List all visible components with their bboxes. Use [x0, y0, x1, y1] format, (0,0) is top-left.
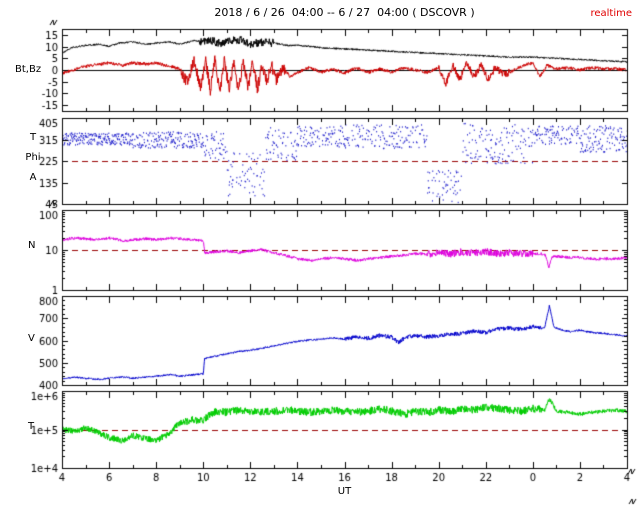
realtime-label: realtime — [590, 8, 632, 19]
plot-title: 2018 / 6 / 26 04:00 -- 6 / 27 04:00 ( DS… — [214, 6, 475, 19]
xaxis-label: UT — [337, 486, 352, 497]
ylabel-phi: T Phi A — [16, 128, 50, 188]
ylabel-density: N — [28, 240, 36, 251]
ylabel-phi-t: T — [29, 132, 37, 143]
ylabel-phi-phi: Phi — [25, 152, 41, 163]
ylabel-bt-bz: Bt,Bz — [15, 64, 42, 75]
ylabel-temperature: T — [28, 421, 35, 432]
ylabel-velocity: V — [28, 333, 35, 344]
ylabel-phi-a: A — [29, 172, 37, 183]
